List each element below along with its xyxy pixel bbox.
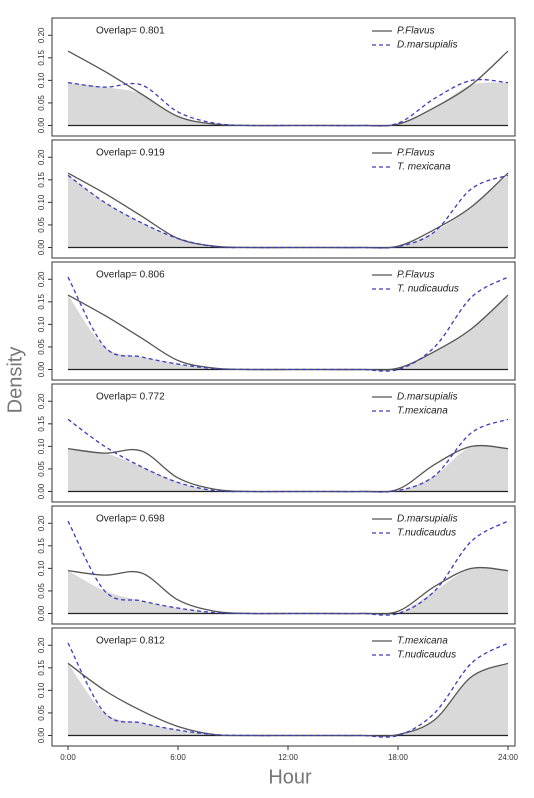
legend-label: T.mexicana: [397, 636, 448, 647]
y-tick-label: 0.05: [37, 217, 46, 233]
y-tick-label: 0.05: [37, 461, 46, 477]
panel-frame: [51, 627, 516, 747]
density-line: [67, 78, 509, 127]
y-tick-label: 0.20: [37, 271, 46, 287]
density-line: [67, 276, 509, 372]
y-tick-label: 0.10: [37, 194, 46, 210]
overlap-annotation: Overlap= 0.772: [96, 392, 165, 403]
overlap-annotation: Overlap= 0.812: [96, 636, 165, 647]
y-tick-label: 0.15: [37, 171, 46, 187]
density-line: [67, 642, 509, 738]
y-tick-label: 0.10: [37, 560, 46, 576]
y-tick-label: 0.10: [37, 682, 46, 698]
y-tick-label: 0.00: [37, 605, 46, 621]
y-tick-label: 0.00: [37, 361, 46, 377]
y-tick-label: 0.15: [37, 659, 46, 675]
y-tick-label: 0.00: [37, 239, 46, 255]
legend-label: P.Flavus: [397, 270, 435, 281]
overlap-area: [68, 444, 508, 493]
y-tick-label: 0.05: [37, 705, 46, 721]
y-tick-label: 0.20: [37, 149, 46, 165]
y-tick-label: 0.20: [37, 393, 46, 409]
panel-frame: [51, 139, 516, 259]
x-tick-label: 6:00: [170, 753, 186, 762]
y-tick-label: 0.00: [37, 727, 46, 743]
legend-label: D.marsupialis: [397, 514, 458, 525]
overlap-annotation: Overlap= 0.801: [96, 26, 165, 37]
density-line: [67, 174, 509, 249]
y-tick-label: 0.05: [37, 583, 46, 599]
panel-frame: [51, 17, 516, 137]
legend-label: P.Flavus: [397, 148, 435, 159]
legend-label: P.Flavus: [397, 26, 435, 37]
y-tick-label: 0.10: [37, 316, 46, 332]
overlap-area: [68, 567, 508, 616]
y-tick-label: 0.20: [37, 515, 46, 531]
legend-label: T. mexicana: [397, 162, 451, 173]
y-tick-label: 0.05: [37, 339, 46, 355]
legend-label: D.marsupialis: [397, 392, 458, 403]
overlap-area: [68, 295, 508, 371]
y-axis-label: Density: [4, 347, 26, 414]
panel-frame: [51, 261, 516, 381]
y-tick-label: 0.00: [37, 483, 46, 499]
panel-frame: [51, 505, 516, 625]
y-tick-label: 0.15: [37, 293, 46, 309]
legend-label: T. nudicaudus: [397, 284, 459, 295]
y-tick-label: 0.15: [37, 49, 46, 65]
overlap-area: [68, 663, 508, 737]
y-tick-label: 0.15: [37, 537, 46, 553]
legend-label: T.mexicana: [397, 406, 448, 417]
overlap-annotation: Overlap= 0.698: [96, 514, 165, 525]
legend-label: D.marsupialis: [397, 40, 458, 51]
panel-frame: [51, 383, 516, 503]
y-tick-label: 0.15: [37, 415, 46, 431]
x-axis-label: Hour: [268, 766, 312, 788]
y-tick-label: 0.00: [37, 117, 46, 133]
density-line: [67, 418, 509, 493]
y-tick-label: 0.10: [37, 438, 46, 454]
legend-label: T.nudicaudus: [397, 650, 456, 661]
y-tick-label: 0.20: [37, 27, 46, 43]
x-tick-label: 12:00: [278, 753, 299, 762]
x-tick-label: 0:00: [60, 753, 76, 762]
y-tick-label: 0.20: [37, 637, 46, 653]
x-tick-label: 18:00: [388, 753, 409, 762]
density-line: [67, 520, 509, 616]
overlap-annotation: Overlap= 0.806: [96, 270, 165, 281]
x-tick-label: 24:00: [498, 753, 519, 762]
overlap-area: [68, 175, 508, 249]
legend-label: T.nudicaudus: [397, 528, 456, 539]
overlap-annotation: Overlap= 0.919: [96, 148, 165, 159]
y-tick-label: 0.05: [37, 95, 46, 111]
y-tick-label: 0.10: [37, 72, 46, 88]
